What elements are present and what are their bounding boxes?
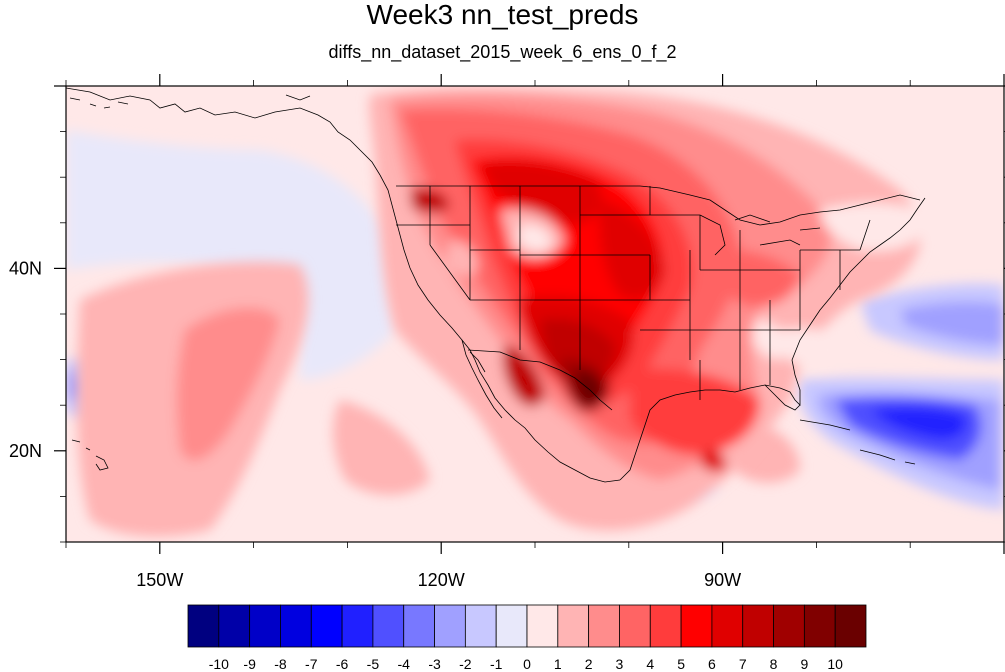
colorbar-box [434,604,466,648]
colorbar-label: -1 [490,656,503,672]
colorbar-box [619,604,651,648]
colorbar-box [711,604,744,648]
colorbar-box [249,604,281,648]
colorbar-label: 8 [770,656,778,672]
colorbar-label: -4 [398,656,411,672]
latitude-tick-labels: 20N 40N [9,258,42,460]
colorbar-box [495,604,528,648]
longitude-tick-labels: 150W 120W 90W [136,570,741,590]
lon-tick-label: 120W [418,570,465,590]
lon-tick-label: 150W [136,570,183,590]
lat-tick-label: 20N [9,441,42,461]
colorbar-label: 10 [827,656,843,672]
colorbar-box [742,604,774,648]
map-title: Week3 nn_test_preds [366,0,639,30]
colorbar-label: -9 [243,656,256,672]
alaska-coast [66,87,381,176]
baja-california [461,339,503,419]
colorbar-label: 2 [585,656,593,672]
colorbar-box [803,604,836,648]
colorbar-label: 9 [800,656,808,672]
colorbar-box [280,604,312,648]
colorbar-box [310,604,343,648]
colorbar-box [834,604,867,648]
colorbar-box [464,604,497,648]
colorbar-label: 0 [523,656,531,672]
colorbar-label: 1 [554,656,562,672]
colorbar-label: -5 [367,656,380,672]
colorbar-box [403,604,435,648]
colorbar-box [649,604,682,648]
colorbar-label: 3 [616,656,624,672]
colorbar-label: -6 [336,656,349,672]
contour-field [66,87,1004,537]
colorbar-box [187,604,220,648]
colorbar-label: -2 [459,656,472,672]
colorbar-box [341,604,374,648]
map-subtitle: diffs_nn_dataset_2015_week_6_ens_0_f_2 [328,42,677,62]
alaska-islands [69,94,311,109]
plot-frame [54,74,1005,554]
colorbar-label: -8 [274,656,287,672]
colorbar-box [372,604,405,648]
colorbar-labels: -10 -9 -8 -7 -6 -5 -4 -3 -2 -1 0 1 2 3 4 5 6 7 8 9 10 [209,656,843,672]
pacific-positive-plume [77,261,800,537]
continental-positive-anomaly [369,87,930,531]
lon-tick-label: 90W [704,570,741,590]
colorbar-box [680,604,713,648]
colorbar-label: 4 [646,656,654,672]
colorbar-label: 5 [677,656,685,672]
colorbar-box [588,604,620,648]
colorbar-box [526,604,559,648]
colorbar-box [557,604,590,648]
atlantic-coast [791,197,926,361]
gulf-coast [619,359,801,481]
colorbar-label: 6 [708,656,716,672]
colorbar-label: -7 [305,656,318,672]
caribbean-islands [799,419,916,465]
hawaii [71,439,109,471]
lat-tick-label: 40N [9,258,42,278]
colorbar-box [773,604,805,648]
pacific-coast [379,174,621,483]
colorbar-label: -3 [428,656,441,672]
colorbar-boxes [187,604,867,648]
florida [764,384,801,411]
coastline-and-state-boundaries [66,87,926,483]
colorbar: -10 -9 -8 -7 -6 -5 -4 -3 -2 -1 0 1 2 3 4 5 6 7 8 9 10 [187,604,867,672]
colorbar-label: 7 [739,656,747,672]
state-lines [396,186,871,400]
great-lakes [699,214,821,256]
colorbar-label: -10 [209,656,229,672]
colorbar-box [218,604,251,648]
mexico-border [467,349,613,411]
